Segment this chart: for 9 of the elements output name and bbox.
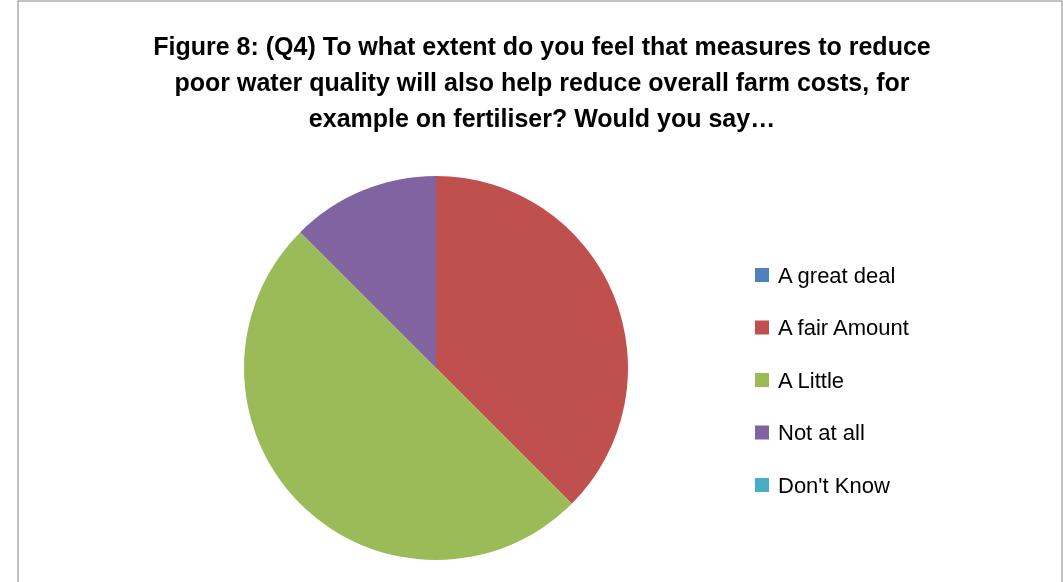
pie-slice (244, 232, 572, 560)
legend-label: A fair Amount (778, 315, 909, 340)
pie-slice (436, 176, 628, 504)
legend-label: Not at all (778, 420, 865, 445)
legend-label: Don't Know (778, 472, 890, 498)
pie-slice (300, 176, 436, 368)
chart-title: Figure 8: (Q4) To what extent do you feel that measures to reduce poor water quality will also help reduce overall farm costs, for example on fertiliser? Would you say… (153, 32, 931, 132)
legend-label: A Little (778, 367, 845, 393)
legend-label: A great deal (778, 262, 896, 288)
